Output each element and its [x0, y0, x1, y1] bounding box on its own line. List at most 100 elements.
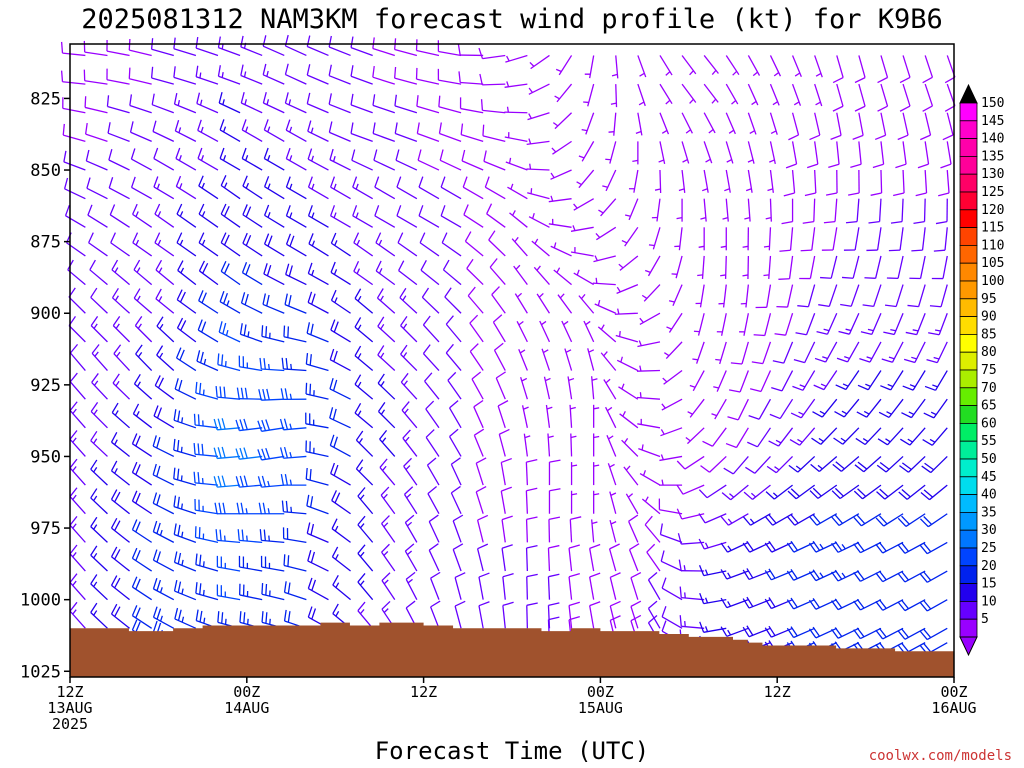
wind-barb	[475, 486, 487, 514]
wind-barb	[769, 112, 778, 135]
barb-feather	[857, 461, 868, 470]
barb-feather	[854, 77, 866, 84]
barb-feather	[764, 516, 774, 526]
barb-feather	[742, 626, 750, 638]
barb-half-feather	[181, 417, 184, 424]
barb-feather	[133, 373, 141, 385]
wind-barb	[454, 572, 466, 600]
wind-barb	[175, 347, 197, 372]
barb-feather	[90, 516, 98, 527]
wind-barb	[193, 443, 219, 458]
barb-half-feather	[136, 381, 141, 387]
barb-shaft	[525, 490, 529, 514]
barb-shaft	[63, 161, 86, 171]
barb-feather	[746, 596, 754, 607]
wind-barb	[769, 398, 794, 420]
wind-barb	[720, 227, 727, 251]
barb-feather	[132, 203, 138, 215]
wind-barb	[898, 484, 926, 500]
barb-feather	[177, 552, 182, 565]
barb-feather	[698, 513, 706, 524]
wind-barb	[637, 418, 661, 429]
wind-barb	[567, 376, 575, 400]
barb-feather	[676, 508, 683, 520]
wind-barb	[557, 293, 573, 314]
barb-feather	[173, 523, 177, 535]
wind-barb	[502, 601, 514, 629]
wind-barb	[173, 551, 197, 572]
barb-half-feather	[932, 384, 938, 388]
barb-half-feather	[727, 545, 732, 551]
wind-barb	[372, 66, 395, 85]
barb-feather	[469, 314, 479, 324]
barb-feather	[155, 259, 163, 271]
barb-half-feather	[534, 238, 539, 245]
barb-feather	[820, 276, 832, 279]
barb-half-feather	[820, 383, 827, 387]
wind-barb	[742, 625, 771, 638]
barb-feather	[808, 571, 817, 581]
barb-half-feather	[585, 320, 591, 326]
barb-feather	[853, 543, 861, 554]
colorbar-label: 5	[981, 612, 989, 627]
barb-shaft	[285, 73, 307, 85]
barb-feather	[244, 293, 249, 306]
wind-barb	[405, 571, 418, 600]
barb-feather	[901, 462, 912, 471]
barb-shaft	[476, 519, 484, 543]
wind-barb	[425, 429, 440, 457]
barb-half-feather	[600, 324, 605, 330]
barb-feather	[217, 611, 220, 623]
wind-barb	[547, 433, 554, 457]
barb-feather	[857, 488, 867, 497]
wind-barb	[404, 543, 418, 572]
colorbar-swatch	[959, 333, 978, 353]
wind-barb	[658, 498, 683, 515]
barb-shaft	[858, 83, 866, 107]
barb-feather	[700, 465, 710, 473]
wind-barb	[841, 255, 860, 279]
wind-barb	[570, 433, 577, 457]
wind-barb	[398, 260, 418, 286]
barb-shaft	[395, 159, 418, 171]
barb-half-feather	[268, 363, 270, 370]
barb-feather	[284, 293, 288, 305]
wind-barb	[176, 289, 197, 314]
wind-barb	[377, 316, 396, 343]
barb-half-feather	[179, 239, 184, 246]
barb-feather	[332, 574, 339, 586]
barb-feather	[263, 358, 266, 370]
barb-feather	[629, 543, 640, 551]
barb-feather	[196, 92, 201, 104]
barb-shaft	[396, 215, 418, 228]
barb-half-feather	[867, 328, 874, 332]
barb-half-feather	[72, 408, 77, 414]
barb-feather	[285, 358, 289, 370]
barb-feather	[422, 344, 431, 354]
barb-half-feather	[178, 155, 182, 161]
barb-feather	[630, 614, 642, 622]
barb-feather	[905, 331, 917, 336]
wind-barb	[447, 371, 462, 400]
barb-feather	[223, 205, 230, 217]
barb-feather	[923, 542, 932, 553]
wind-barb	[850, 141, 862, 168]
wind-barb	[176, 203, 197, 228]
barb-feather	[764, 598, 772, 609]
y-tick-label: 825	[30, 89, 61, 109]
barb-feather	[568, 615, 580, 621]
barb-half-feather	[713, 386, 719, 389]
barb-feather	[457, 43, 461, 56]
barb-feather	[628, 514, 639, 522]
wind-barb	[63, 177, 86, 200]
barb-feather	[331, 546, 339, 558]
barb-feather	[220, 175, 227, 186]
wind-barb	[262, 293, 285, 314]
barb-half-feather	[704, 542, 709, 549]
barb-feather	[816, 330, 828, 335]
barb-half-feather	[545, 377, 551, 382]
barb-half-feather	[546, 406, 553, 410]
barb-feather	[197, 119, 202, 131]
barb-shaft	[87, 214, 108, 228]
wind-barb	[772, 341, 794, 364]
